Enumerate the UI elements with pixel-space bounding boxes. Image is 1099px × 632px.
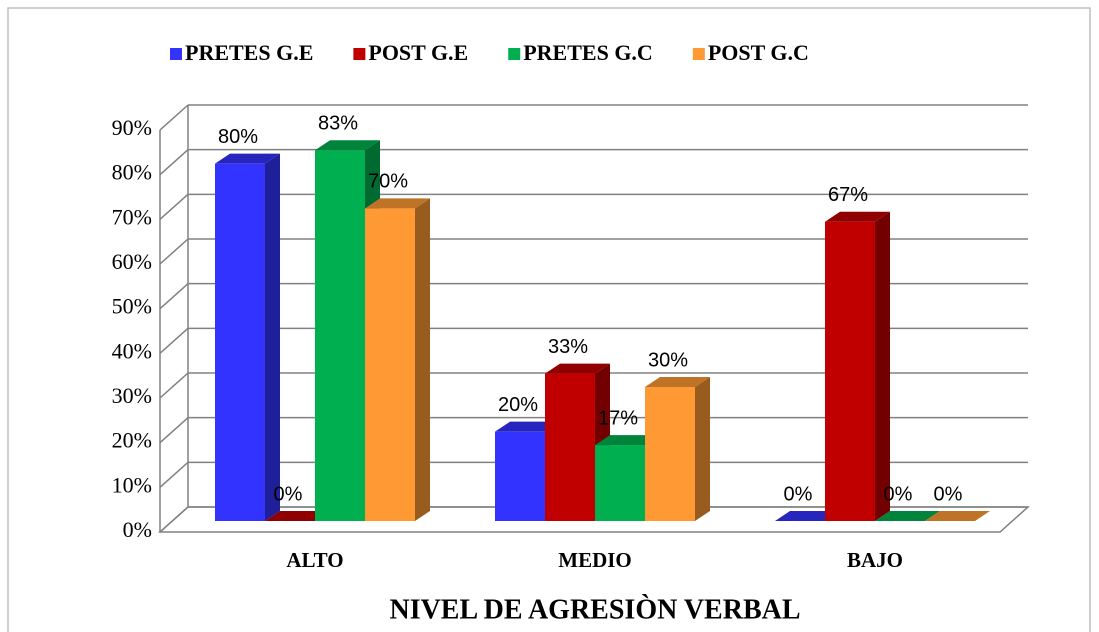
grid-line bbox=[159, 461, 189, 488]
bar bbox=[215, 153, 280, 521]
data-label: 83% bbox=[318, 113, 358, 135]
grid-line bbox=[159, 238, 189, 265]
y-tick-label: 30% bbox=[112, 383, 152, 408]
grid-line bbox=[159, 372, 189, 399]
bar-face bbox=[595, 435, 660, 446]
data-label: 0% bbox=[934, 483, 963, 505]
bar-face bbox=[875, 211, 890, 521]
bar-face bbox=[545, 363, 610, 374]
bar-face bbox=[925, 511, 990, 521]
bar bbox=[825, 211, 890, 521]
bar-face bbox=[495, 431, 545, 521]
grid-line bbox=[159, 417, 189, 444]
y-tick-label: 10% bbox=[112, 472, 152, 497]
legend-swatch bbox=[170, 48, 182, 60]
grid-line bbox=[159, 149, 189, 176]
y-tick-label: 0% bbox=[123, 517, 152, 542]
bar-face bbox=[545, 373, 595, 521]
legend-swatch bbox=[353, 48, 366, 60]
grid-line bbox=[159, 327, 189, 354]
y-tick-label: 20% bbox=[112, 428, 152, 453]
grid-line bbox=[159, 283, 189, 310]
bar bbox=[775, 511, 840, 521]
bar-face bbox=[695, 377, 710, 521]
data-label: 0% bbox=[274, 483, 303, 505]
data-label: 80% bbox=[218, 126, 258, 148]
bar-face bbox=[415, 198, 430, 522]
y-tick-label: 40% bbox=[112, 338, 152, 363]
bar-face bbox=[825, 221, 875, 521]
legend-label: POST G.E bbox=[368, 40, 468, 65]
legend-swatch bbox=[508, 48, 521, 60]
bar-face bbox=[875, 511, 940, 521]
bar-face bbox=[265, 153, 280, 521]
bar-face bbox=[645, 387, 695, 521]
x-tick-label: BAJO bbox=[847, 548, 903, 572]
x-tick-label: ALTO bbox=[286, 548, 343, 572]
bar-face bbox=[645, 377, 710, 387]
bar-face bbox=[595, 445, 645, 521]
data-label: 67% bbox=[828, 184, 868, 206]
bar bbox=[925, 511, 990, 521]
y-tick-label: 50% bbox=[112, 294, 152, 319]
chart-border bbox=[7, 7, 1091, 632]
x-axis-title: NIVEL DE AGRESIÒN VERBAL bbox=[389, 594, 800, 625]
legend-swatch bbox=[692, 48, 705, 60]
legend-label: PRETES G.E bbox=[185, 40, 313, 65]
bar bbox=[365, 198, 430, 522]
y-tick-label: 90% bbox=[112, 115, 152, 140]
data-label: 0% bbox=[884, 483, 913, 505]
bar bbox=[265, 511, 330, 521]
data-label: 33% bbox=[548, 336, 588, 358]
legend-label: POST G.C bbox=[708, 40, 809, 65]
bar-face bbox=[825, 211, 890, 222]
bar-face bbox=[215, 153, 280, 164]
data-label: 70% bbox=[368, 171, 408, 193]
bar-face bbox=[315, 150, 365, 521]
grid-line bbox=[159, 104, 189, 131]
bar-face bbox=[495, 421, 560, 432]
y-tick-label: 70% bbox=[112, 204, 152, 229]
bar-face bbox=[265, 511, 330, 521]
bar-face bbox=[775, 511, 840, 521]
y-tick-label: 60% bbox=[112, 249, 152, 274]
legend-label: PRETES G.C bbox=[523, 40, 653, 65]
bar-face bbox=[365, 198, 430, 209]
data-label: 30% bbox=[648, 349, 688, 371]
bar-face bbox=[315, 140, 380, 151]
bar bbox=[875, 511, 940, 521]
data-label: 0% bbox=[784, 483, 813, 505]
data-label: 20% bbox=[498, 394, 538, 416]
grid-line bbox=[159, 193, 189, 220]
x-tick-label: MEDIO bbox=[558, 548, 632, 572]
bar-face bbox=[215, 163, 265, 521]
data-label: 17% bbox=[598, 407, 638, 429]
bar bbox=[645, 377, 710, 521]
floor bbox=[158, 506, 1030, 533]
bar-face bbox=[365, 208, 415, 522]
y-tick-label: 80% bbox=[112, 160, 152, 185]
